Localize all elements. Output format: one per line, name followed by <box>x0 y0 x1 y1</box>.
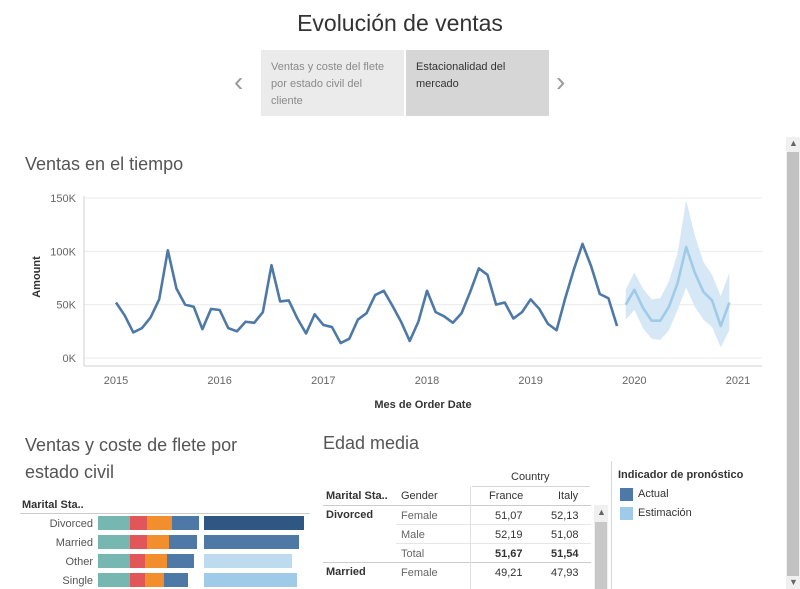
x-tick-label: 2018 <box>415 375 439 387</box>
country-header: Country <box>511 471 550 483</box>
row-divider <box>396 543 591 544</box>
story-title: Evolución de ventas <box>297 10 503 36</box>
marital-row-label: Married <box>56 537 93 549</box>
scroll-down-icon[interactable]: ▼ <box>789 577 798 587</box>
legend-swatch-estimate[interactable] <box>620 507 633 520</box>
stacked-bar-segment <box>98 573 130 587</box>
forecast-band <box>625 200 730 348</box>
legend-label-actual[interactable]: Actual <box>638 488 669 500</box>
x-tick-label: 2015 <box>104 375 128 387</box>
table-row-france: 51,67 <box>495 548 523 560</box>
x-tick-label: 2019 <box>518 375 542 387</box>
table-scrollbar-thumb[interactable] <box>595 522 607 589</box>
table-row-gender: Male <box>401 529 425 541</box>
country-header-divider <box>472 486 590 487</box>
marital-row-label: Other <box>65 556 93 568</box>
table-row-france: 52,19 <box>495 529 523 541</box>
col-header-france: France <box>489 490 524 502</box>
story-next-arrow-icon[interactable]: › <box>556 66 566 97</box>
y-axis-label: Amount <box>31 256 43 298</box>
sales-over-time-chart[interactable]: 0K 50K 100K 150K 2015 2016 2017 2018 2019 2020 202… <box>0 180 780 415</box>
x-tick-label: 2021 <box>726 375 750 387</box>
stacked-bar-segment <box>98 535 130 549</box>
table-row-gender: Total <box>401 548 425 560</box>
row-divider <box>396 524 591 525</box>
stacked-bar-segment <box>130 516 147 530</box>
y-tick-label: 50K <box>56 300 76 312</box>
stacked-bar-segment <box>145 573 164 587</box>
main-scrollbar-thumb[interactable] <box>787 152 799 576</box>
story-point-1[interactable]: Ventas y coste del flete por estado civi… <box>261 50 404 116</box>
marital-row-label: Divorced <box>50 518 93 530</box>
actual-series-line <box>114 242 619 345</box>
stacked-bar-segment <box>130 573 145 587</box>
total-bar <box>204 573 297 587</box>
x-tick-label: 2020 <box>622 375 646 387</box>
stacked-bar-segment <box>169 535 197 549</box>
y-tick-label: 100K <box>50 246 76 258</box>
col-header-gender: Gender <box>401 490 438 502</box>
y-tick-label: 0K <box>63 353 77 365</box>
stacked-bar-segment <box>167 554 194 568</box>
table-row-france: 49,21 <box>495 567 523 579</box>
table-row-gender: Female <box>401 567 438 579</box>
story-prev-arrow-icon[interactable]: ‹ <box>234 66 244 97</box>
stacked-bar-segment <box>145 554 167 568</box>
total-bar <box>204 554 292 568</box>
table-row-italy: 52,13 <box>551 510 579 522</box>
legend-title: Indicador de pronóstico <box>618 469 744 481</box>
legend-divider <box>611 461 612 589</box>
table-row-italy: 51,08 <box>551 529 579 541</box>
total-bar <box>204 535 299 549</box>
marital-header: Marital Sta.. <box>22 499 84 511</box>
legend-swatch-actual[interactable] <box>620 488 633 501</box>
col-header-italy: Italy <box>558 490 579 502</box>
x-tick-label: 2017 <box>311 375 335 387</box>
estimate-series-line <box>624 245 731 328</box>
x-axis-label: Mes de Order Date <box>374 399 471 411</box>
table-row-france: 51,07 <box>495 510 523 522</box>
stacked-bar-segment <box>98 554 130 568</box>
story-point-2[interactable]: Estacionalidad del mercado <box>406 50 549 116</box>
marital-bar-chart[interactable]: Divorced Married Other Single <box>0 512 320 589</box>
scroll-up-icon[interactable]: ▲ <box>789 138 798 148</box>
total-bar <box>204 516 304 530</box>
table-row-italy: 51,54 <box>551 548 579 560</box>
legend-label-estimate[interactable]: Estimación <box>638 507 692 519</box>
table-header-divider <box>323 505 591 506</box>
table-row-status: Married <box>326 566 366 578</box>
stacked-bar-segment <box>147 535 169 549</box>
table-row-gender: Female <box>401 510 438 522</box>
table-row-status: Divorced <box>326 509 374 521</box>
marital-header-divider <box>20 513 310 514</box>
stacked-bar-segment <box>164 573 188 587</box>
age-table-title: Edad media <box>323 433 420 453</box>
stacked-bar-segment <box>147 516 172 530</box>
y-tick-label: 150K <box>50 193 76 205</box>
stacked-bar-segment <box>172 516 199 530</box>
row-divider <box>323 562 591 563</box>
stacked-bar-segment <box>130 535 147 549</box>
table-column-divider <box>470 486 471 589</box>
line-chart-title: Ventas en el tiempo <box>25 154 184 174</box>
marital-row-label: Single <box>62 575 93 587</box>
marital-chart-title: Ventas y coste de flete por estado civil <box>25 435 238 482</box>
table-scroll-up-icon[interactable]: ▲ <box>597 507 606 517</box>
col-header-marital: Marital Sta.. <box>326 490 388 502</box>
stacked-bar-segment <box>130 554 145 568</box>
stacked-bar-segment <box>98 516 130 530</box>
table-row-italy: 47,93 <box>551 567 579 579</box>
x-tick-label: 2016 <box>207 375 231 387</box>
